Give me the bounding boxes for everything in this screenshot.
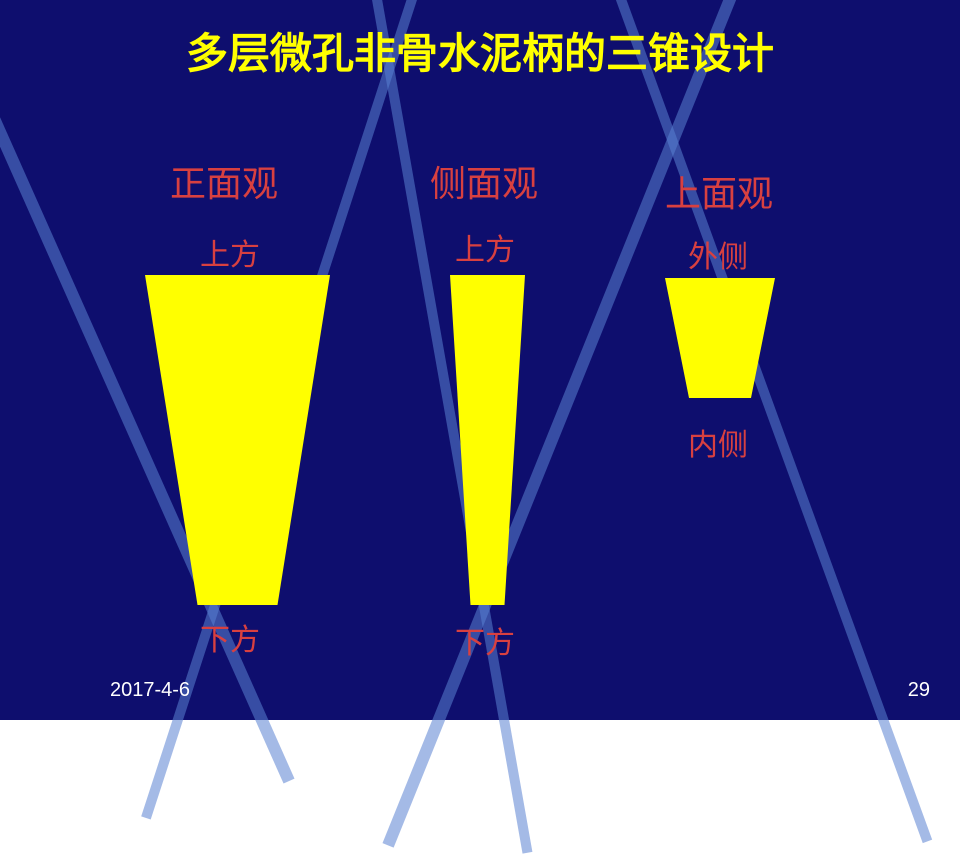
label-bottom-side: 下方	[455, 618, 515, 662]
label-bottom-front: 下方	[200, 615, 260, 659]
view-header-front: 正面观	[170, 155, 278, 207]
slide: 多层微孔非骨水泥柄的三锥设计 正面观 上方 下方 侧面观 上方 下方 上面观 外…	[0, 0, 960, 720]
view-header-top: 上面观	[665, 165, 773, 217]
taper-shape-side	[450, 275, 525, 605]
footer-page-number: 29	[908, 679, 930, 702]
label-inner-top: 内侧	[688, 420, 748, 464]
label-top-front: 上方	[200, 230, 260, 274]
label-top-side: 上方	[455, 225, 515, 269]
decor-line	[598, 0, 932, 843]
footer-date: 2017-4-6	[110, 679, 190, 702]
view-header-side: 侧面观	[430, 155, 538, 207]
taper-shape-front	[145, 275, 330, 605]
label-outer-top: 外侧	[688, 232, 748, 276]
slide-title: 多层微孔非骨水泥柄的三锥设计	[0, 20, 960, 81]
taper-shape-top	[665, 278, 775, 398]
